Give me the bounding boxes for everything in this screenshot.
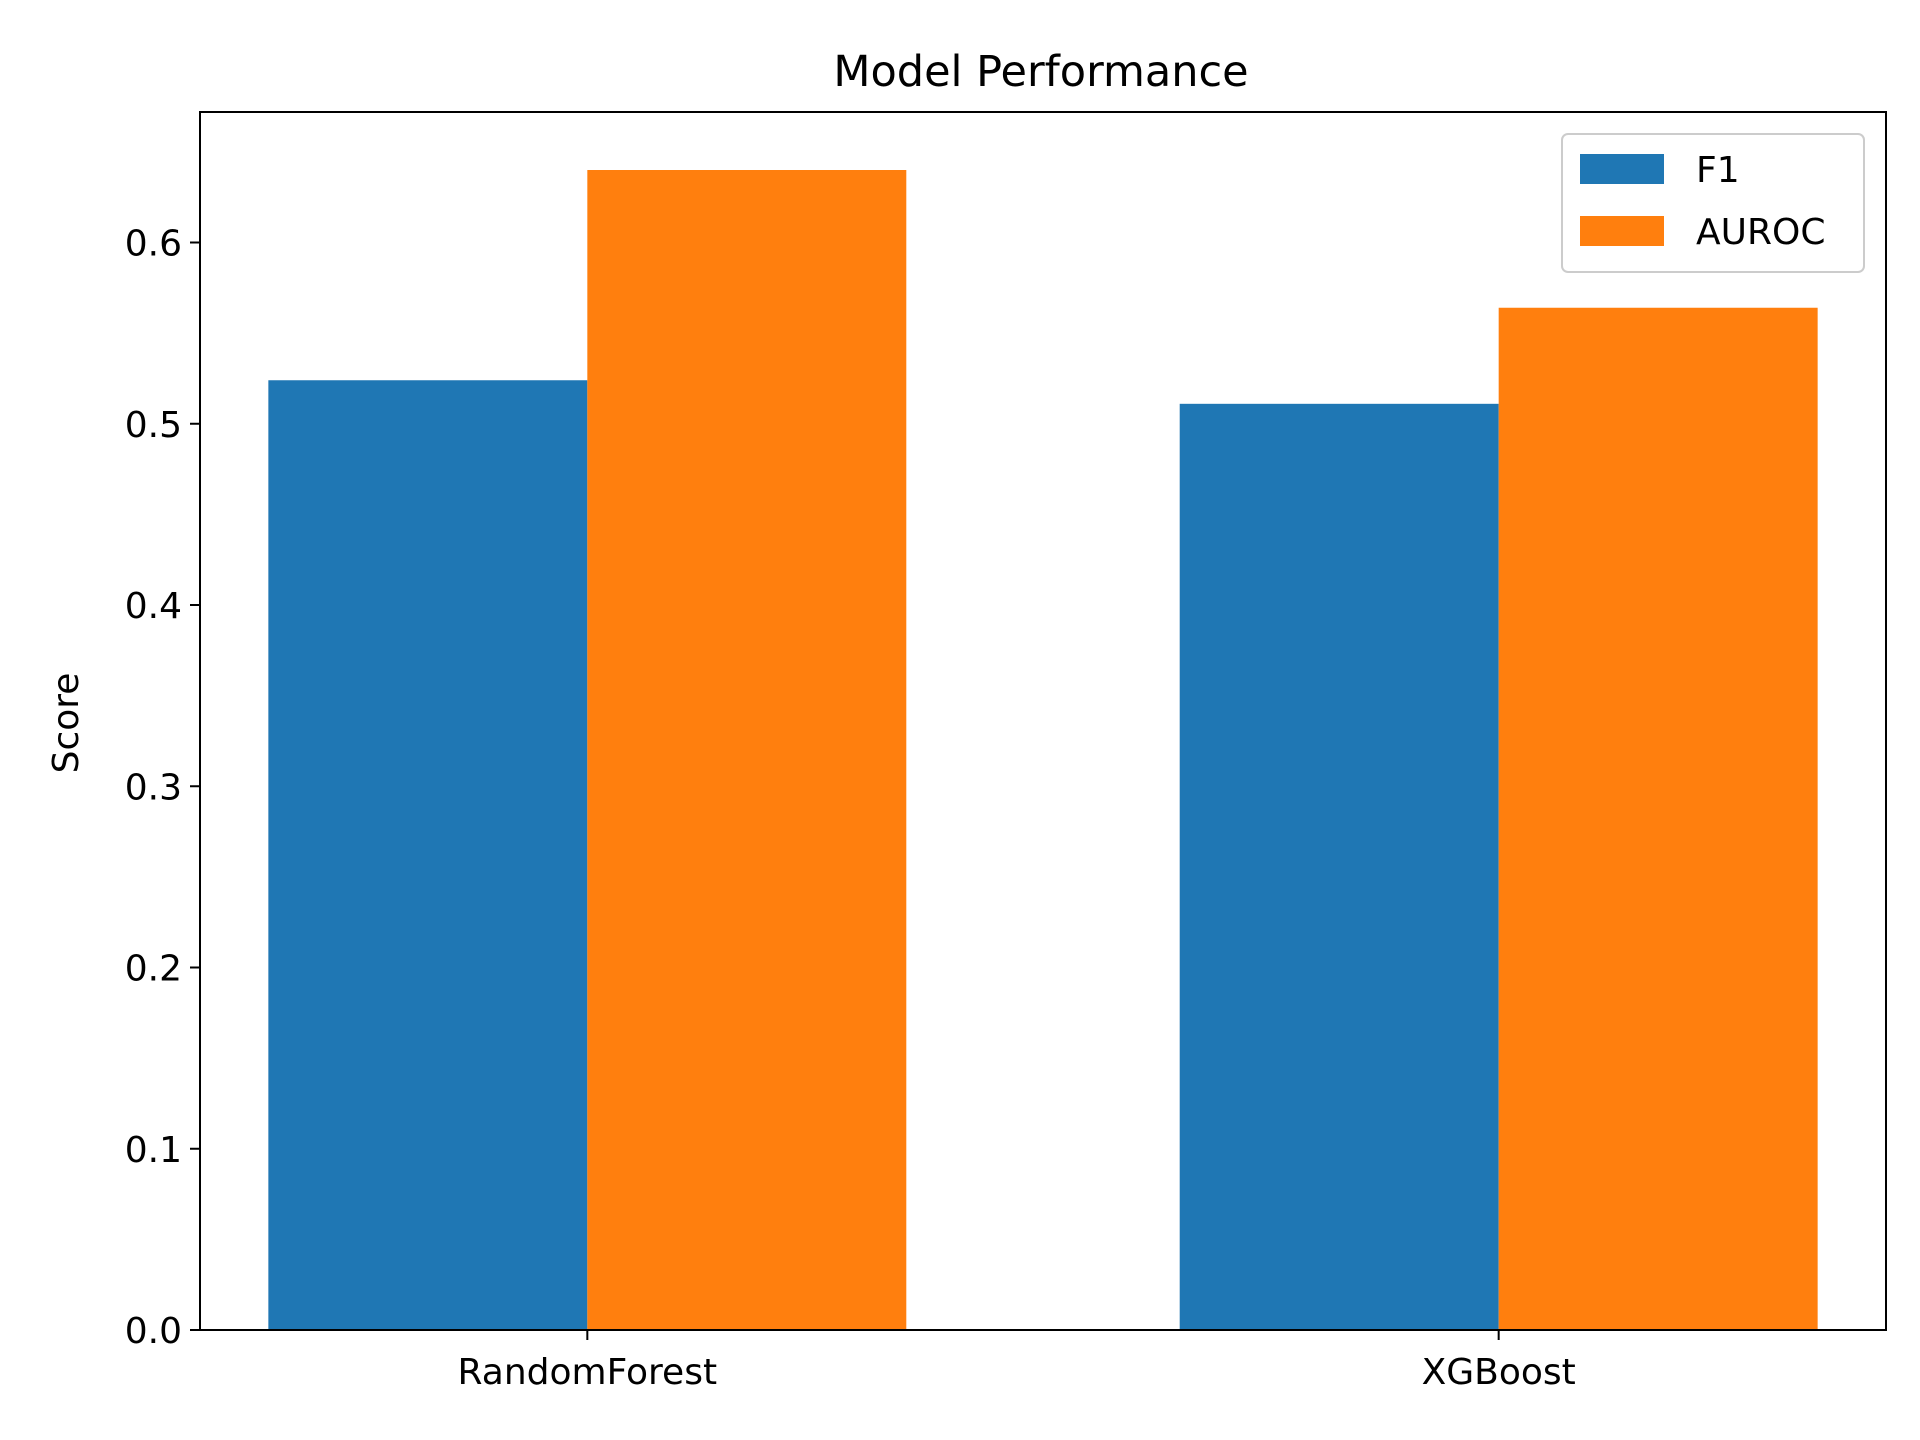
y-tick-label: 0.4 — [125, 586, 182, 627]
legend-swatch-auroc — [1580, 216, 1664, 246]
y-tick-label: 0.3 — [125, 767, 182, 808]
bar-f1-randomforest — [268, 380, 588, 1330]
y-axis-ticks: 0.0 0.1 0.2 0.3 0.4 0.5 0.6 — [125, 224, 200, 1352]
y-axis-label: Score — [46, 673, 87, 774]
x-tick-label: XGBoost — [1422, 1352, 1576, 1393]
y-tick-label: 0.6 — [125, 224, 182, 265]
y-tick-label: 0.5 — [125, 405, 182, 446]
plot-frame — [199, 111, 1887, 1331]
legend: F1 AUROC — [1561, 133, 1865, 273]
legend-swatch-f1 — [1580, 154, 1664, 184]
bar-auroc-xgboost — [1498, 307, 1818, 1330]
x-tick-label: RandomForest — [458, 1352, 718, 1393]
legend-label-auroc: AUROC — [1696, 212, 1825, 253]
bar-f1-xgboost — [1179, 403, 1499, 1330]
legend-label-f1: F1 — [1696, 150, 1740, 191]
y-tick-label: 0.1 — [125, 1130, 182, 1171]
chart-title: Model Performance — [833, 47, 1248, 97]
bar-auroc-randomforest — [587, 170, 907, 1330]
y-tick-label: 0.2 — [125, 949, 182, 990]
x-axis-ticks: RandomForest XGBoost — [458, 1330, 1576, 1393]
bars-group — [268, 170, 1818, 1330]
y-tick-label: 0.0 — [125, 1311, 182, 1352]
